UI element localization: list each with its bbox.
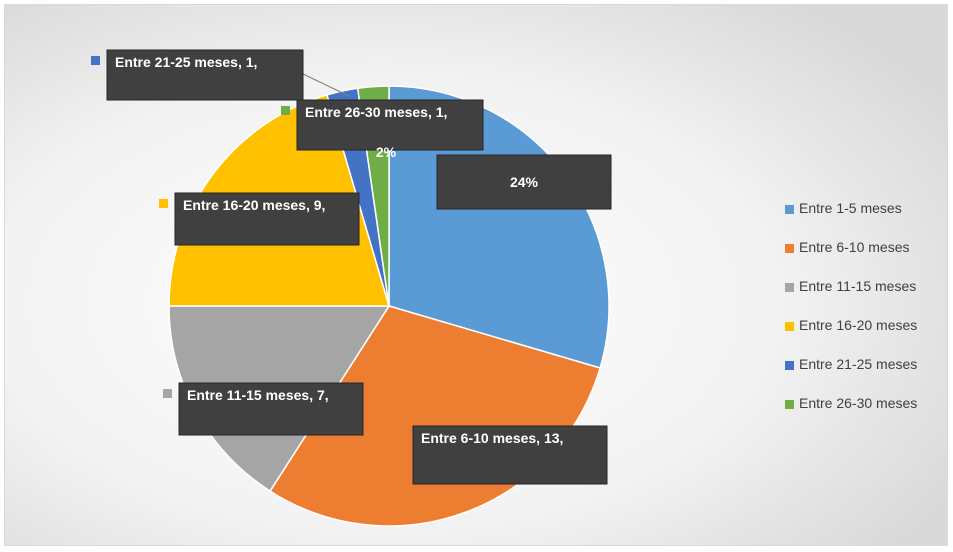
data-label-6-10-box: [412, 425, 608, 485]
legend-label-26-30: Entre 26-30 meses: [799, 395, 918, 411]
data-label-26-30-key-swatch: [281, 106, 290, 115]
legend-label-11-15: Entre 11-15 meses: [799, 278, 917, 294]
data-label-21-25-key-swatch: [91, 56, 100, 65]
leader-line: [300, 72, 352, 98]
data-label-21-25-box: [106, 49, 304, 101]
legend-label-1-5: Entre 1-5 meses: [799, 200, 902, 216]
data-label-26-30: Entre 26-30 meses, 1,: [281, 99, 484, 151]
data-label-11-15-box: [178, 382, 364, 436]
data-label-11-15: Entre 11-15 meses, 7,: [163, 382, 364, 436]
pie-chart: 24% Entre 6-10 meses, 13, Entre 11-15 mese…: [5, 5, 947, 545]
data-label-16-20-box: [174, 192, 360, 246]
data-label-1-5-text: 24%: [510, 174, 539, 190]
chart-area: 24% Entre 6-10 meses, 13, Entre 11-15 mese…: [4, 4, 948, 546]
data-label-21-25-text: Entre 21-25 meses, 1,: [115, 54, 257, 70]
legend-swatch-6-10: [785, 244, 794, 253]
data-label-16-20: Entre 16-20 meses, 9,: [159, 192, 360, 246]
legend-label-6-10: Entre 6-10 meses: [799, 239, 910, 255]
legend-swatch-1-5: [785, 205, 794, 214]
legend-swatch-26-30: [785, 400, 794, 409]
data-label-6-10-text: Entre 6-10 meses, 13,: [421, 430, 563, 446]
legend-label-21-25: Entre 21-25 meses: [799, 356, 918, 372]
legend-label-16-20: Entre 16-20 meses: [799, 317, 918, 333]
legend-swatch-16-20: [785, 322, 794, 331]
data-label-6-10: Entre 6-10 meses, 13,: [412, 425, 608, 485]
data-label-16-20-key-swatch: [159, 199, 168, 208]
data-label-1-5: 24%: [436, 154, 612, 210]
data-label-11-15-key-swatch: [163, 389, 172, 398]
data-label-26-30-percent: 2%: [376, 144, 397, 160]
data-label-11-15-text: Entre 11-15 meses, 7,: [187, 387, 329, 403]
data-label-21-25: Entre 21-25 meses, 1,: [91, 49, 304, 101]
data-label-26-30-box: [296, 99, 484, 151]
legend-swatch-21-25: [785, 361, 794, 370]
data-label-1-5-box: [436, 154, 612, 210]
legend-swatch-11-15: [785, 283, 794, 292]
data-label-16-20-text: Entre 16-20 meses, 9,: [183, 197, 325, 213]
data-label-26-30-text: Entre 26-30 meses, 1,: [305, 104, 447, 120]
